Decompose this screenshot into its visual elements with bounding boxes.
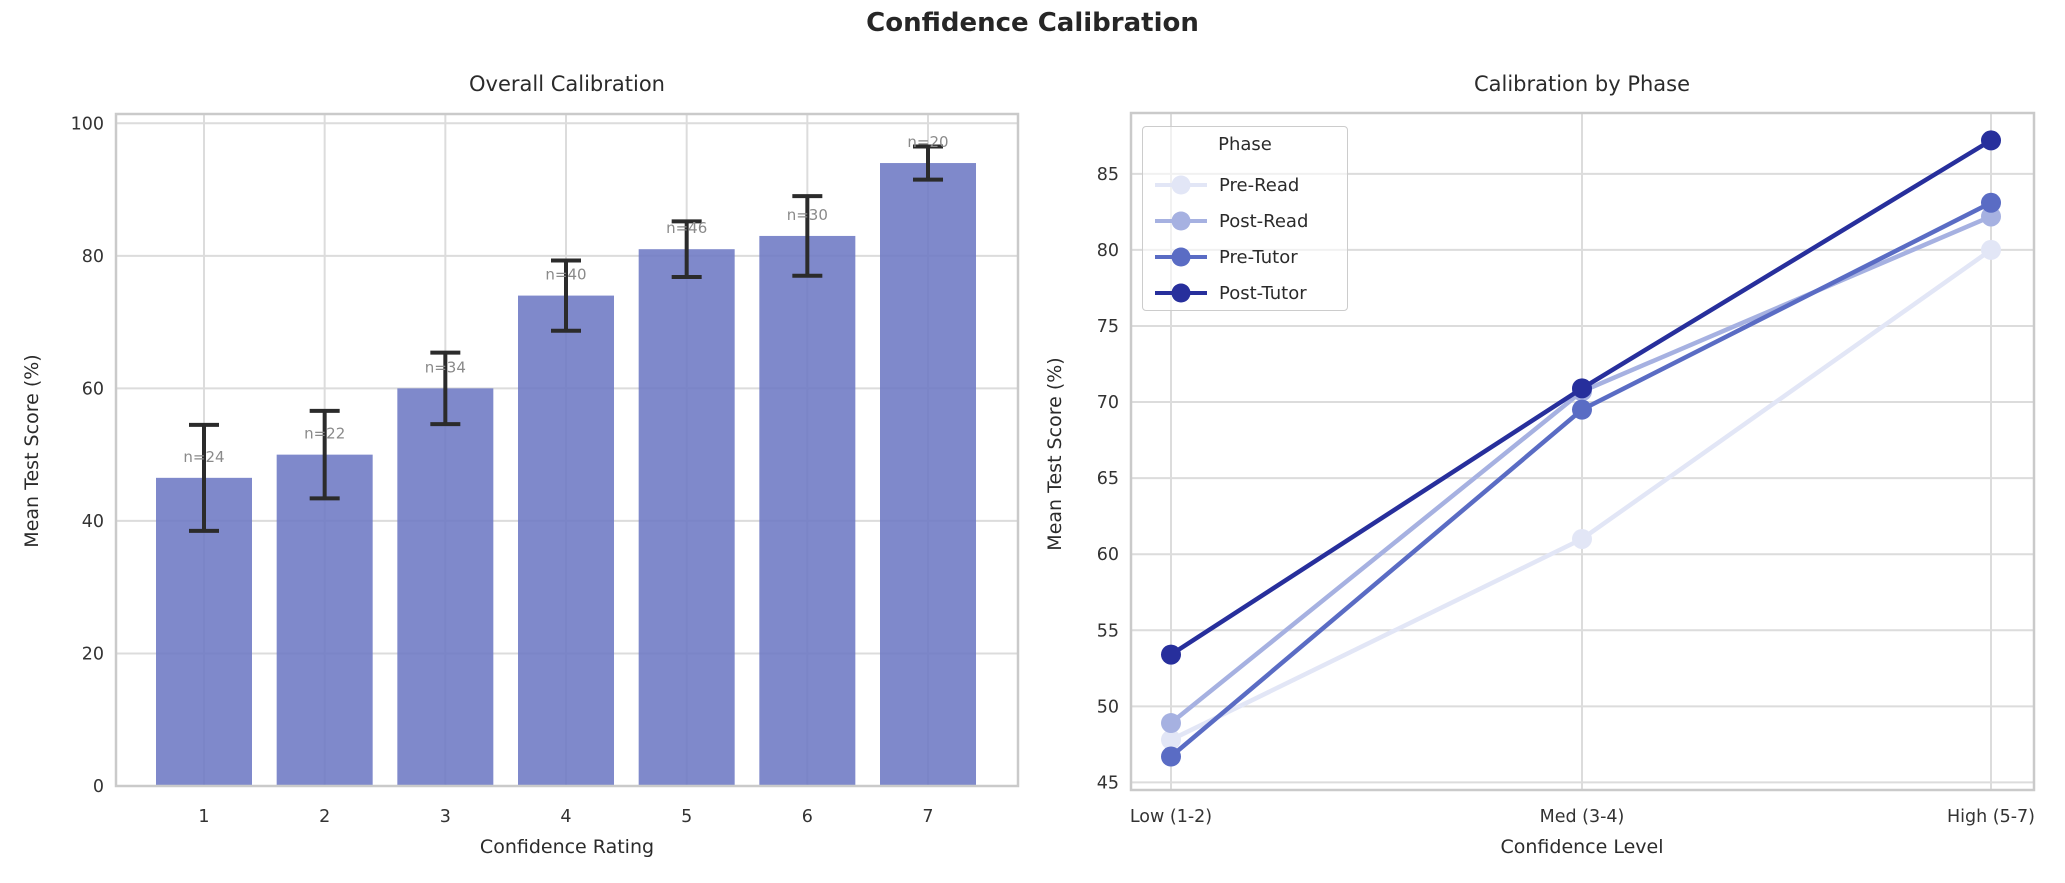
- ytick-label: 60: [82, 379, 104, 399]
- bar-confidence-7: [880, 163, 977, 786]
- xtick-label: 3: [440, 807, 451, 827]
- data-point-pre-tutor: [1572, 399, 1592, 420]
- data-point-pre-tutor: [1161, 746, 1181, 767]
- bar-confidence-3: [397, 388, 494, 786]
- legend-item-pre-tutor: Pre-Tutor: [1153, 245, 1298, 269]
- plot-border-left-chart: [114, 112, 1020, 788]
- legend-item-post-read: Post-Read: [1153, 209, 1308, 233]
- xtick-label: 5: [681, 807, 692, 827]
- legend-item-post-tutor: Post-Tutor: [1153, 281, 1307, 305]
- legend-item-label: Pre-Tutor: [1219, 246, 1298, 268]
- data-point-pre-read: [1161, 729, 1181, 750]
- bar-confidence-5: [638, 249, 735, 787]
- data-point-post-tutor: [1161, 644, 1181, 665]
- legend-item-pre-read: Pre-Read: [1153, 173, 1299, 197]
- xtick-label: Med (3-4): [1540, 807, 1625, 827]
- n-count-label: n=34: [425, 358, 466, 376]
- n-count-label: n=40: [545, 266, 586, 284]
- data-point-pre-tutor: [1981, 192, 2001, 213]
- ytick-label: 60: [1097, 545, 1119, 565]
- ytick-label: 65: [1097, 469, 1119, 489]
- legend-title: Phase: [1218, 134, 1272, 155]
- subplot-title-calibration-by-phase: Calibration by Phase: [1473, 72, 1691, 96]
- n-count-label: n=30: [787, 206, 828, 224]
- data-point-post-read: [1161, 713, 1181, 734]
- ytick-label: 45: [1097, 773, 1119, 793]
- ytick-label: 85: [1097, 165, 1119, 185]
- axis-label-mean-test-score-right: Mean Test Score (%): [1044, 357, 1066, 551]
- ytick-label: 80: [1097, 241, 1119, 261]
- xtick-label: High (5-7): [1947, 807, 2035, 827]
- legend-marker-icon: [1155, 247, 1207, 267]
- n-count-label: n=22: [304, 425, 345, 443]
- ytick-label: 40: [82, 512, 104, 532]
- legend-item-label: Pre-Read: [1219, 174, 1300, 196]
- axis-label-confidence-rating: Confidence Rating: [479, 836, 655, 858]
- data-point-post-read: [1981, 206, 2001, 227]
- xtick-label: 6: [802, 807, 813, 827]
- legend: Phase Pre-Read Post-Read Pre-Tutor Post-Tut…: [1142, 126, 1348, 311]
- xtick-label: 2: [319, 807, 330, 827]
- bar-confidence-2: [276, 454, 373, 786]
- bar-confidence-4: [518, 295, 615, 786]
- plot-border-right-chart: [1129, 111, 2036, 792]
- axis-label-mean-test-score-left: Mean Test Score (%): [21, 354, 43, 548]
- n-count-label: n=46: [666, 219, 707, 237]
- ytick-label: 55: [1097, 621, 1119, 641]
- ytick-label: 50: [1097, 697, 1119, 717]
- n-count-label: n=20: [907, 133, 948, 151]
- ytick-label: 75: [1097, 317, 1119, 337]
- ytick-label: 80: [82, 247, 104, 267]
- n-count-label: n=24: [183, 448, 224, 466]
- xtick-label: Low (1-2): [1130, 807, 1212, 827]
- legend-item-label: Post-Read: [1219, 210, 1309, 232]
- axis-label-confidence-level: Confidence Level: [1500, 836, 1664, 858]
- ytick-label: 20: [82, 644, 104, 664]
- subplot-title-overall-calibration: Overall Calibration: [469, 72, 665, 96]
- legend-item-label: Post-Tutor: [1219, 282, 1307, 304]
- xtick-label: 4: [560, 807, 571, 827]
- bar-confidence-6: [759, 235, 856, 787]
- data-point-pre-read: [1981, 239, 2001, 260]
- legend-marker-icon: [1155, 283, 1207, 303]
- figure-title: Confidence Calibration: [866, 8, 1199, 38]
- legend-marker-icon: [1155, 211, 1207, 231]
- ytick-label: 0: [93, 777, 104, 797]
- ytick-label: 100: [71, 114, 104, 134]
- legend-marker-icon: [1155, 175, 1207, 195]
- xtick-label: 1: [198, 807, 209, 827]
- data-point-post-tutor: [1981, 130, 2001, 151]
- data-point-post-tutor: [1572, 378, 1592, 399]
- ytick-label: 70: [1097, 393, 1119, 413]
- xtick-label: 7: [922, 807, 933, 827]
- data-point-pre-read: [1572, 528, 1592, 549]
